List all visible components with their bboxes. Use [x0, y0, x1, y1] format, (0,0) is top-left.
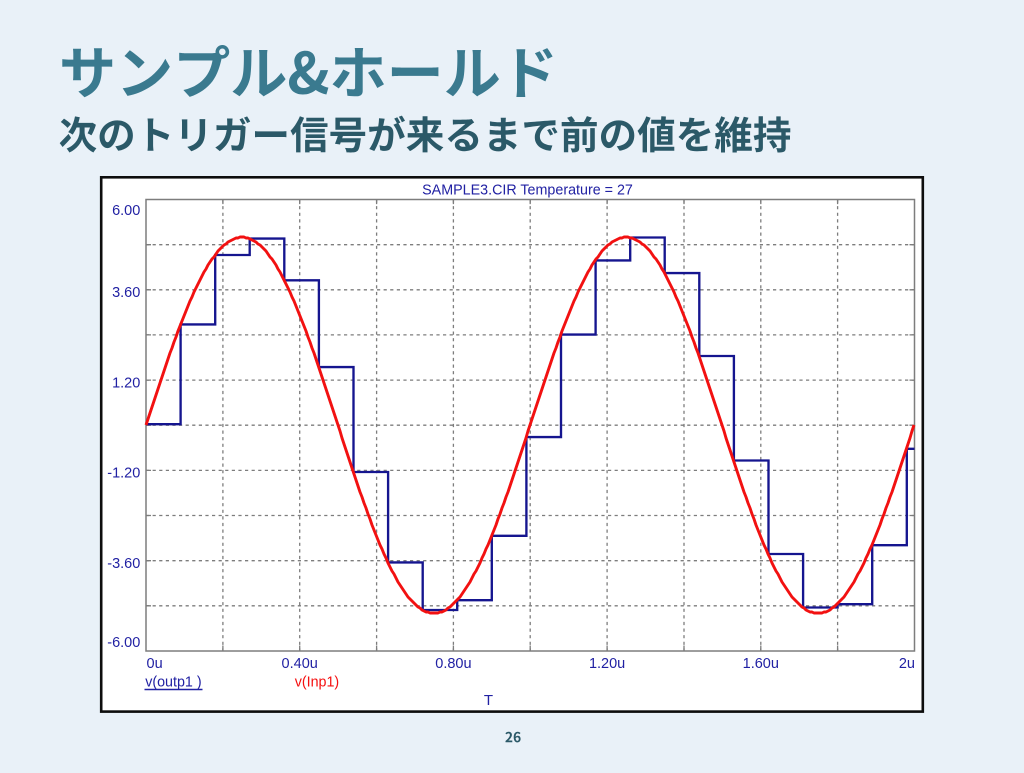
svg-text:2u: 2u [899, 656, 915, 672]
svg-text:1.60u: 1.60u [743, 656, 779, 672]
svg-text:v(outp1 ): v(outp1 ) [145, 675, 201, 691]
svg-text:1.20: 1.20 [112, 375, 140, 391]
svg-text:0.80u: 0.80u [435, 656, 471, 672]
svg-text:v(Inp1): v(Inp1) [295, 675, 340, 691]
svg-text:-1.20: -1.20 [107, 466, 140, 482]
svg-text:3.60: 3.60 [112, 285, 140, 301]
svg-text:T: T [484, 692, 493, 709]
svg-text:-6.00: -6.00 [107, 635, 140, 651]
svg-text:6.00: 6.00 [112, 203, 140, 219]
svg-text:SAMPLE3.CIR Temperature = 27: SAMPLE3.CIR Temperature = 27 [422, 183, 633, 199]
svg-text:0.40u: 0.40u [282, 656, 318, 672]
svg-text:-3.60: -3.60 [107, 556, 140, 572]
svg-text:1.20u: 1.20u [589, 656, 625, 672]
svg-text:0u: 0u [147, 656, 163, 672]
